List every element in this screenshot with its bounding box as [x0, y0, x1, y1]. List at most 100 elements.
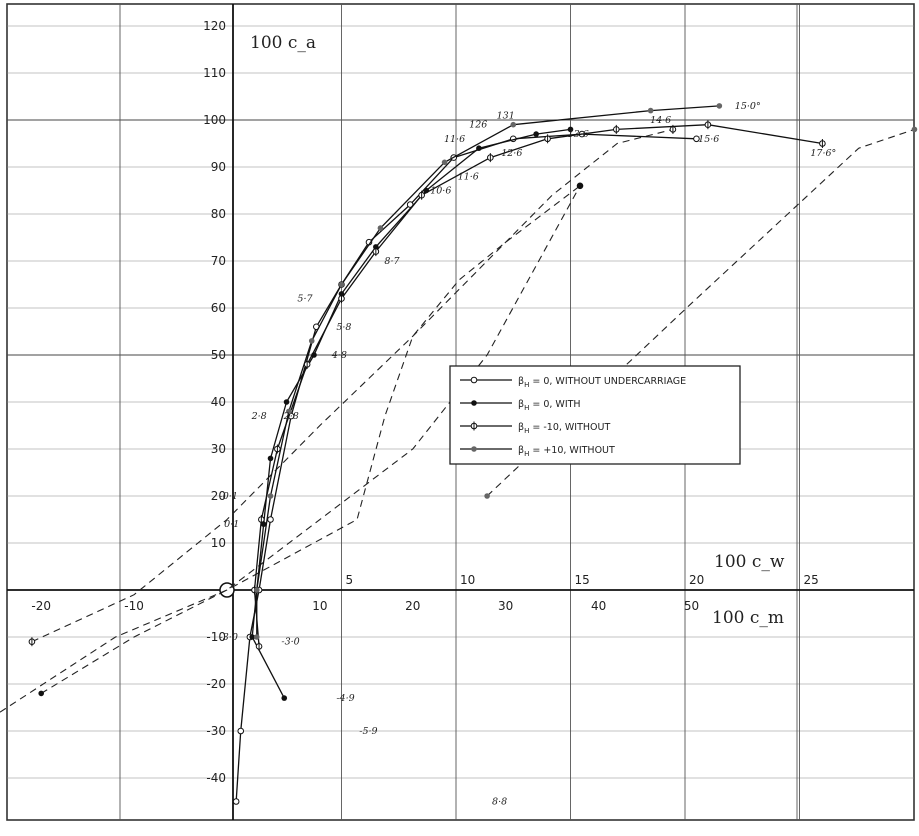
legend-entry: βH = +10, WITHOUT — [518, 445, 615, 458]
x-tick-label-cm: 30 — [498, 599, 513, 613]
marker-grey — [253, 634, 260, 640]
marker-grey — [911, 126, 918, 133]
marker-filled — [577, 183, 583, 189]
data-point — [38, 690, 44, 697]
point-label: 14·6 — [650, 115, 671, 126]
cw-solid-curves — [232, 103, 826, 805]
y-tick-label: 40 — [211, 395, 226, 409]
point-label: -3·0 — [281, 637, 299, 648]
marker-grey — [471, 446, 477, 452]
x-tick-label-cm: 20 — [405, 599, 420, 613]
data-point — [258, 515, 265, 524]
data-point — [470, 421, 478, 431]
data-point — [819, 139, 826, 148]
marker-filled — [281, 695, 288, 701]
marker-filled — [283, 399, 290, 405]
y-tick-label: 70 — [211, 254, 226, 268]
x-tick-label-cm: 50 — [684, 599, 699, 613]
x-tick-label-cm: 10 — [312, 599, 327, 613]
point-label: 2·8 — [251, 411, 267, 422]
data-point — [281, 695, 288, 701]
data-point — [533, 131, 539, 137]
data-point — [476, 145, 482, 151]
marker-grey — [286, 408, 292, 415]
data-point — [613, 124, 620, 134]
marker-grey — [253, 587, 260, 593]
y-tick-label: 90 — [211, 160, 226, 174]
data-point — [567, 126, 574, 133]
point-label: 8·7 — [384, 256, 400, 267]
legend-entry: βH = 0, WITH — [518, 399, 581, 412]
marker-grey — [510, 121, 517, 128]
data-point — [249, 634, 255, 640]
point-label: -5·9 — [359, 726, 377, 737]
marker-filled — [38, 690, 44, 697]
point-label: 15·6 — [698, 134, 719, 145]
cm-dashed-curves — [0, 124, 918, 713]
data-point — [260, 521, 267, 527]
point-label: -0·1 — [220, 491, 238, 502]
data-point — [338, 294, 345, 304]
legend-box — [449, 365, 741, 465]
y-tick-label: -20 — [206, 677, 226, 691]
data-point — [338, 291, 345, 297]
x-tick-label-cw: 15 — [575, 573, 590, 587]
x-tick-label-cw: 25 — [804, 573, 819, 587]
marker-filled — [471, 400, 477, 406]
marker-grey — [308, 338, 315, 344]
data-point — [471, 400, 477, 406]
y-tick-label: 80 — [211, 207, 226, 221]
data-point — [544, 134, 551, 144]
point-label: 131 — [497, 110, 515, 121]
point-label: 17·6° — [810, 148, 836, 159]
marker-filled — [267, 455, 274, 462]
data-point — [308, 338, 315, 344]
marker-open — [693, 135, 700, 143]
data-point — [274, 444, 281, 454]
data-point — [911, 126, 918, 133]
marker-grey — [338, 281, 345, 288]
data-point — [716, 103, 723, 109]
point-label: 10·6 — [430, 186, 451, 197]
marker-grey — [484, 493, 490, 499]
marker-grey — [267, 493, 274, 499]
data-point — [373, 244, 379, 250]
x-tick-label-cm: 40 — [591, 599, 606, 613]
y-tick-labels: 120 110 100 90 80 70 60 50 40 30 20 10 -10 -20 -30 -40 — [203, 19, 226, 785]
data-point — [253, 634, 260, 640]
y-tick-label: 30 — [211, 442, 226, 456]
point-label: -3·0 — [220, 632, 238, 643]
data-point — [28, 637, 36, 647]
series-line-cm — [0, 185, 581, 713]
point-label: 2·8 — [283, 411, 299, 422]
x-tick-label-cm: -20 — [31, 599, 51, 613]
legend: βH = 0, WITHOUT UNDERCARRIAGE βH = 0, WIT… — [449, 365, 741, 465]
data-point — [267, 516, 274, 523]
data-point — [267, 455, 274, 462]
marker-grey — [647, 107, 654, 114]
data-point — [372, 247, 380, 257]
x-tick-label-cm: -10 — [124, 599, 144, 613]
x-tick-label-cw: 5 — [346, 573, 354, 587]
y-axis-title: 100 c_a — [250, 33, 316, 53]
point-label: 15·0° — [735, 101, 761, 112]
data-point — [232, 798, 240, 805]
marker-filled — [533, 131, 539, 137]
data-point — [377, 225, 384, 231]
point-label: 0·1 — [224, 519, 239, 530]
data-point — [577, 183, 583, 189]
data-point — [647, 107, 654, 114]
marker-grey — [377, 225, 384, 231]
marker-filled — [476, 145, 482, 151]
data-point — [693, 135, 700, 143]
data-point — [441, 159, 448, 166]
y-tick-label: 20 — [211, 489, 226, 503]
point-label: 4·8 — [331, 350, 347, 361]
point-label: 12·6 — [501, 148, 522, 159]
marker-filled — [249, 634, 255, 640]
data-point — [286, 408, 292, 415]
data-point — [487, 153, 494, 163]
x-tick-labels-cm: -20 -10 10 20 30 40 50 — [31, 599, 699, 613]
marker-open — [470, 376, 478, 384]
